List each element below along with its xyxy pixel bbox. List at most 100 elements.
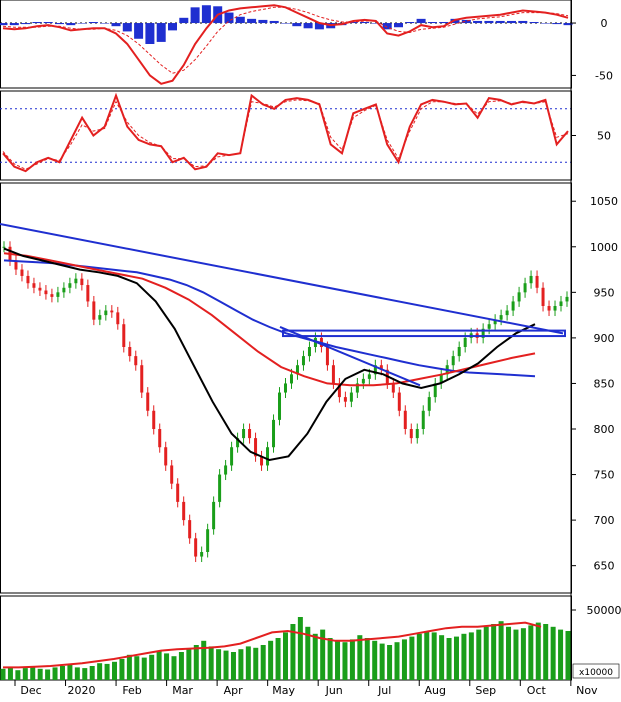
candle-body <box>284 383 287 392</box>
volume-bar <box>231 652 236 680</box>
candle-body <box>182 502 185 520</box>
volume-bar <box>8 667 13 680</box>
x-axis-label-feb: Feb <box>122 684 141 697</box>
volume-bar <box>461 634 466 680</box>
volume-bar <box>469 632 474 680</box>
candle-body <box>200 552 203 557</box>
x-axis-label-aug: Aug <box>425 684 446 697</box>
price-y-tick-label: 1000 <box>590 241 618 254</box>
x-axis-label-2020: 2020 <box>68 684 96 697</box>
candle-body <box>344 397 347 402</box>
macd-histogram-bar <box>78 23 87 24</box>
volume-bar <box>342 642 347 680</box>
volume-bar <box>283 632 288 680</box>
macd-histogram-bar <box>270 21 279 23</box>
candle-body <box>44 291 47 295</box>
macd-histogram-bar <box>304 23 313 28</box>
volume-bar <box>528 625 533 680</box>
volume-bar <box>372 641 377 680</box>
price-y-tick-label: 800 <box>594 423 615 436</box>
volume-bar <box>476 630 481 680</box>
volume-bar <box>558 630 563 680</box>
candle-body <box>350 393 353 402</box>
price-y-tick-label: 700 <box>594 514 615 527</box>
candle-body <box>20 270 23 276</box>
volume-bar <box>357 635 362 680</box>
volume-bar <box>201 641 206 680</box>
candle-body <box>170 465 173 483</box>
candle-body <box>32 283 35 288</box>
macd-histogram-bar <box>292 23 301 26</box>
volume-bar <box>149 655 154 680</box>
candle-body <box>80 279 83 285</box>
candle-body <box>194 538 197 556</box>
volume-bar <box>209 646 214 680</box>
macd-histogram-bar <box>360 22 369 23</box>
candle-body <box>116 312 119 324</box>
x-axis-label-jul: Jul <box>377 684 391 697</box>
macd-histogram-bar <box>417 19 426 23</box>
macd-histogram-bar <box>89 22 98 23</box>
volume-bar <box>298 617 303 680</box>
macd-histogram-bar <box>281 23 290 24</box>
macd-histogram-bar <box>405 22 414 23</box>
macd-histogram-bar <box>202 5 211 23</box>
volume-bar <box>350 639 355 680</box>
candle-body <box>542 288 545 306</box>
volume-bar <box>171 656 176 680</box>
x-axis-label-apr: Apr <box>224 684 244 697</box>
volume-bar <box>216 649 221 680</box>
macd-histogram-bar <box>496 21 505 23</box>
macd-histogram-bar <box>507 21 516 23</box>
macd-y-tick-label: -50 <box>595 69 613 82</box>
candle-body <box>188 520 191 538</box>
moving-average-1 <box>4 253 535 385</box>
volume-bar <box>543 624 548 680</box>
candle-body <box>104 311 107 316</box>
volume-bar <box>424 631 429 680</box>
candle-body <box>326 347 329 365</box>
macd-histogram-bar <box>112 23 121 26</box>
candle-body <box>128 347 131 356</box>
volume-bar <box>513 630 518 680</box>
volume-bar <box>253 648 258 680</box>
x-axis-label-nov: Nov <box>576 684 598 697</box>
volume-bar <box>38 669 43 680</box>
candle-body <box>110 311 113 313</box>
x-axis-label-mar: Mar <box>172 684 193 697</box>
moving-average-2 <box>4 249 535 460</box>
macd-histogram-bar <box>179 18 188 23</box>
candle-body <box>368 374 371 379</box>
candle-body <box>272 420 275 447</box>
volume-bar <box>402 639 407 680</box>
x-axis-label-dec: Dec <box>20 684 41 697</box>
volume-bar <box>45 670 50 681</box>
volume-bar <box>432 632 437 680</box>
volume-bar <box>484 627 489 680</box>
volume-bar <box>1 669 6 680</box>
macd-histogram-bar <box>530 22 539 23</box>
price-y-tick-label: 850 <box>594 377 615 390</box>
candle-body <box>464 338 467 347</box>
macd-histogram-bar <box>134 23 143 39</box>
volume-bar <box>112 662 117 680</box>
volume-bar <box>417 634 422 680</box>
candle-body <box>398 393 401 411</box>
volume-bar <box>521 628 526 680</box>
candle-body <box>98 315 101 320</box>
volume-bar <box>60 666 65 680</box>
volume-bar <box>164 653 169 680</box>
candle-body <box>3 247 6 248</box>
candle-body <box>68 283 71 288</box>
candle-body <box>266 447 269 465</box>
volume-bar <box>127 655 132 680</box>
candle-body <box>248 429 251 438</box>
candle-body <box>536 276 539 288</box>
candle-body <box>74 279 77 284</box>
macd-histogram-bar <box>247 19 256 23</box>
macd-histogram-bar <box>191 7 200 23</box>
price-y-tick-label: 750 <box>594 469 615 482</box>
candle-body <box>158 429 161 447</box>
